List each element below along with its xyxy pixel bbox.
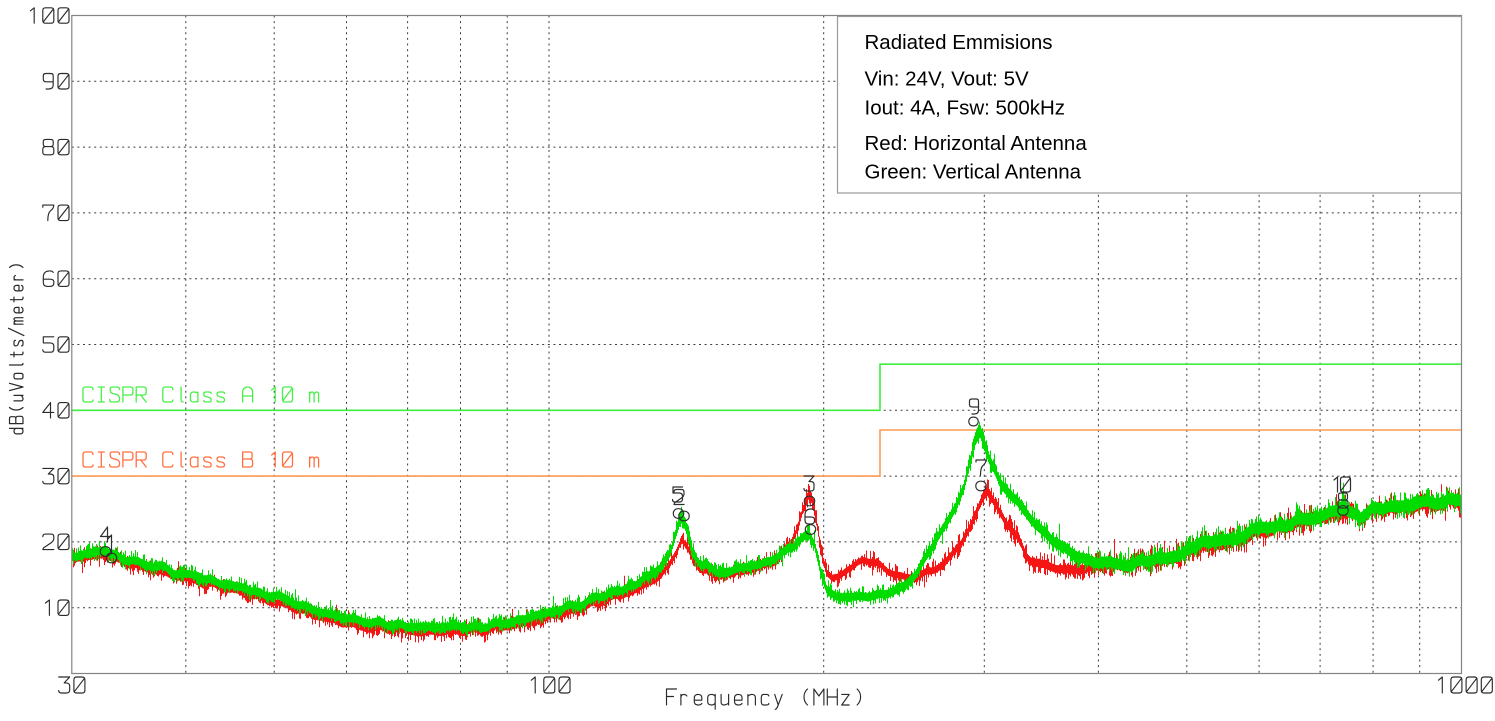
svg-text:Green: Vertical Antenna: Green: Vertical Antenna bbox=[865, 161, 1082, 184]
svg-text:Vin: 24V, Vout: 5V: Vin: 24V, Vout: 5V bbox=[865, 68, 1029, 91]
svg-text:Radiated Emmisions: Radiated Emmisions bbox=[865, 31, 1053, 54]
svg-text:Red: Horizontal Antenna: Red: Horizontal Antenna bbox=[865, 132, 1088, 155]
svg-text:Iout: 4A, Fsw: 500kHz: Iout: 4A, Fsw: 500kHz bbox=[865, 97, 1066, 120]
